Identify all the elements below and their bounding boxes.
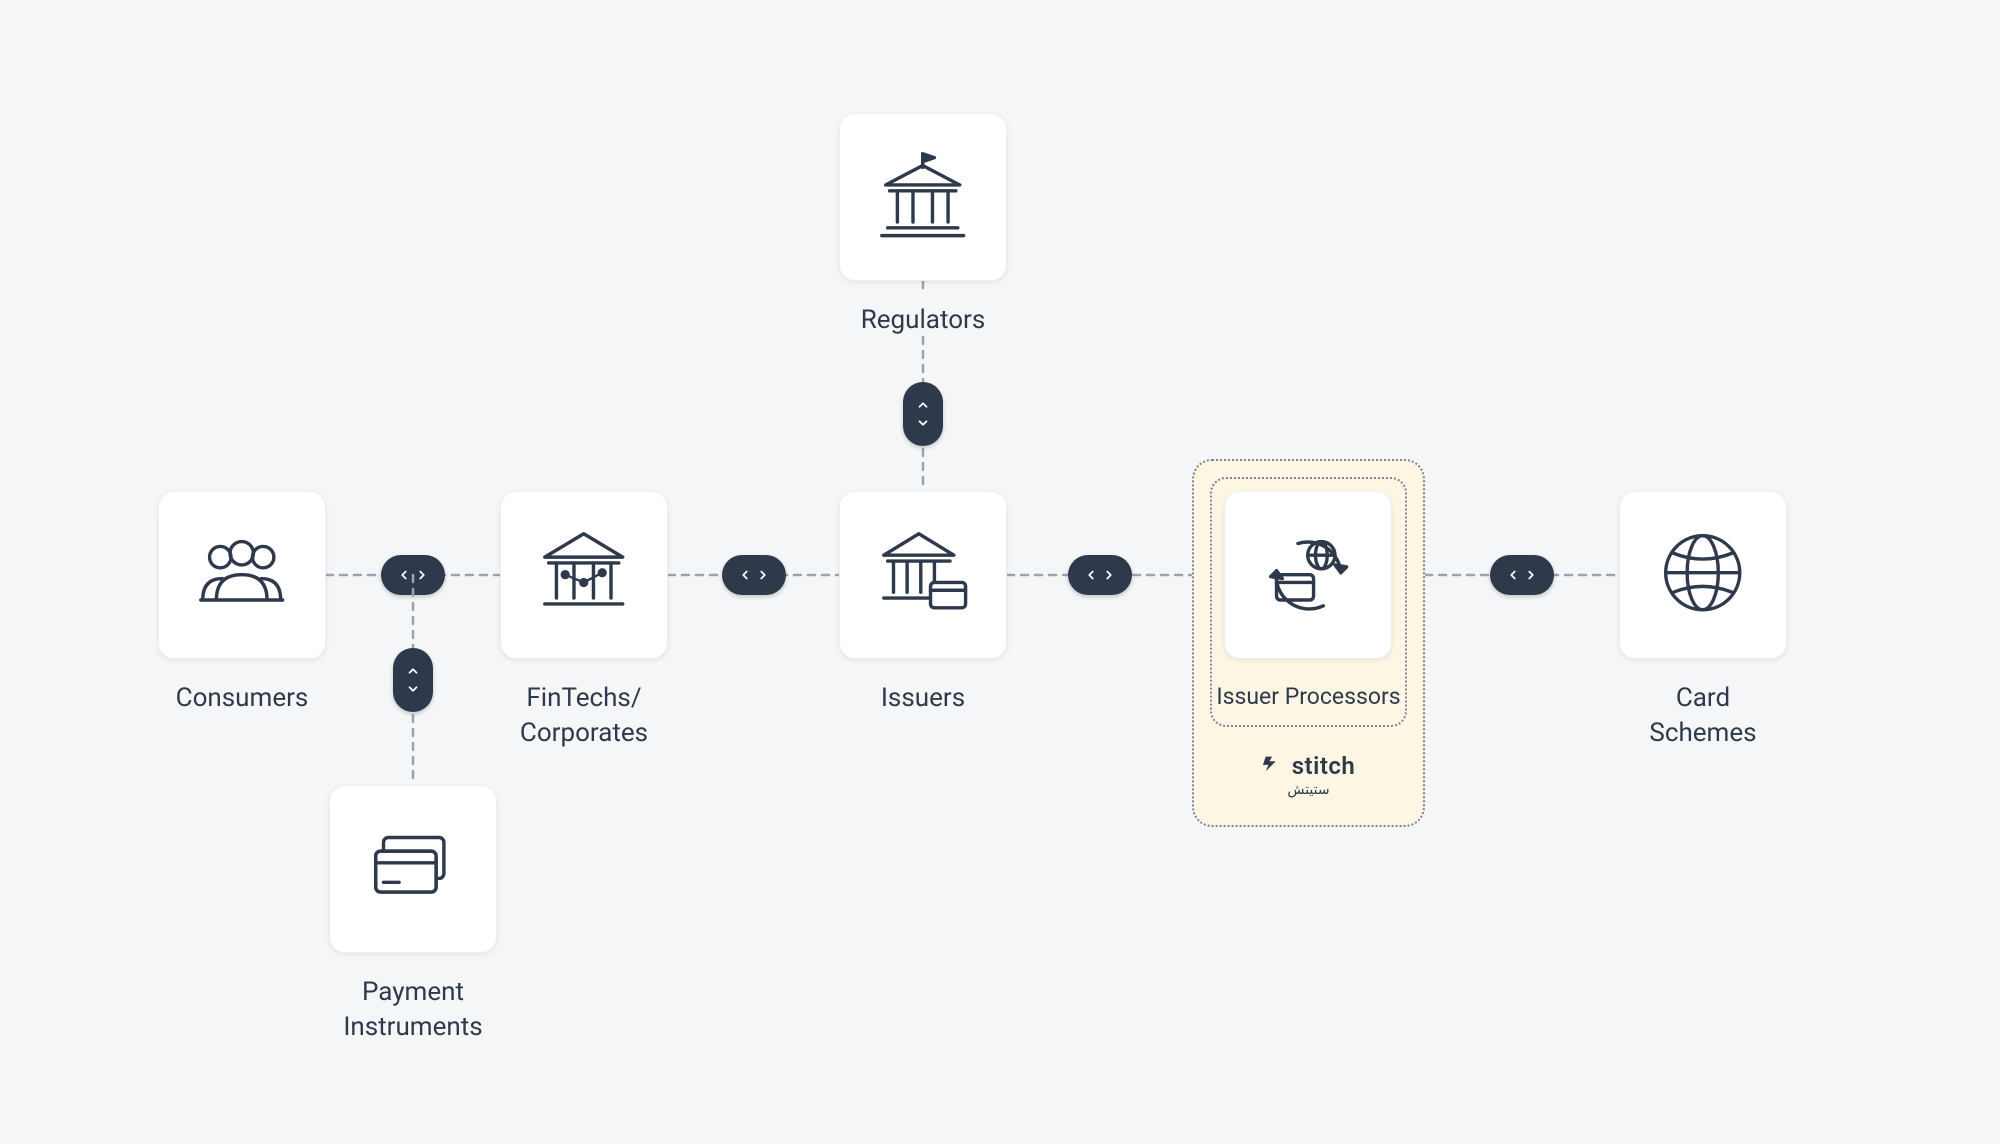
node-box-instruments (329, 785, 497, 953)
people-icon (193, 524, 290, 625)
chevron-down-icon (406, 682, 420, 696)
connector-badge (722, 555, 786, 595)
connector-badge (1490, 555, 1554, 595)
chevron-down-icon (916, 416, 930, 430)
globe-icon (1654, 524, 1751, 625)
node-label-instruments: Payment Instruments (303, 975, 523, 1045)
node-box-issuers (839, 491, 1007, 659)
brand-name: stitch (1292, 752, 1356, 780)
node-label-issuers: Issuers (813, 681, 1033, 716)
node-issuers: Issuers (839, 491, 1007, 716)
brand-stitch: stitch ستيتش (1192, 752, 1425, 798)
brand-sub: ستيتش (1287, 782, 1329, 798)
chevron-left-icon (1506, 568, 1520, 582)
node-instruments: Payment Instruments (329, 785, 497, 1045)
node-box-schemes (1619, 491, 1787, 659)
chevron-right-icon (756, 568, 770, 582)
node-consumers: Consumers (158, 491, 326, 716)
node-box-processors (1224, 491, 1392, 659)
node-label-fintechs: FinTechs/ Corporates (474, 681, 694, 751)
node-box-regulators (839, 113, 1007, 281)
chevron-up-icon (406, 664, 420, 678)
node-box-consumers (158, 491, 326, 659)
chevron-right-icon (415, 568, 429, 582)
node-fintechs: FinTechs/ Corporates (500, 491, 668, 751)
node-processors (1224, 491, 1392, 659)
fintech-icon (535, 524, 632, 625)
chevron-up-icon (916, 398, 930, 412)
cycle-icon (1259, 524, 1356, 625)
chevron-left-icon (1084, 568, 1098, 582)
cards-icon (364, 818, 461, 919)
chevron-left-icon (397, 568, 411, 582)
chevron-right-icon (1524, 568, 1538, 582)
bank-card-icon (874, 524, 971, 625)
stitch-logo-icon (1262, 753, 1284, 779)
gov-icon (874, 146, 971, 247)
chevron-left-icon (738, 568, 752, 582)
node-box-fintechs (500, 491, 668, 659)
connector-badge (381, 555, 445, 595)
node-label-schemes: Card Schemes (1593, 681, 1813, 751)
node-label-regulators: Regulators (813, 303, 1033, 338)
node-label-processors: Issuer Processors (1192, 683, 1425, 710)
connector-badge (1068, 555, 1132, 595)
chevron-right-icon (1102, 568, 1116, 582)
connector-badge (903, 382, 943, 446)
diagram-canvas: Consumers FinTechs/ Corporates Issuers Card… (0, 0, 2000, 1144)
node-regulators: Regulators (839, 113, 1007, 338)
connector-badge (393, 648, 433, 712)
node-schemes: Card Schemes (1619, 491, 1787, 751)
node-label-consumers: Consumers (132, 681, 352, 716)
